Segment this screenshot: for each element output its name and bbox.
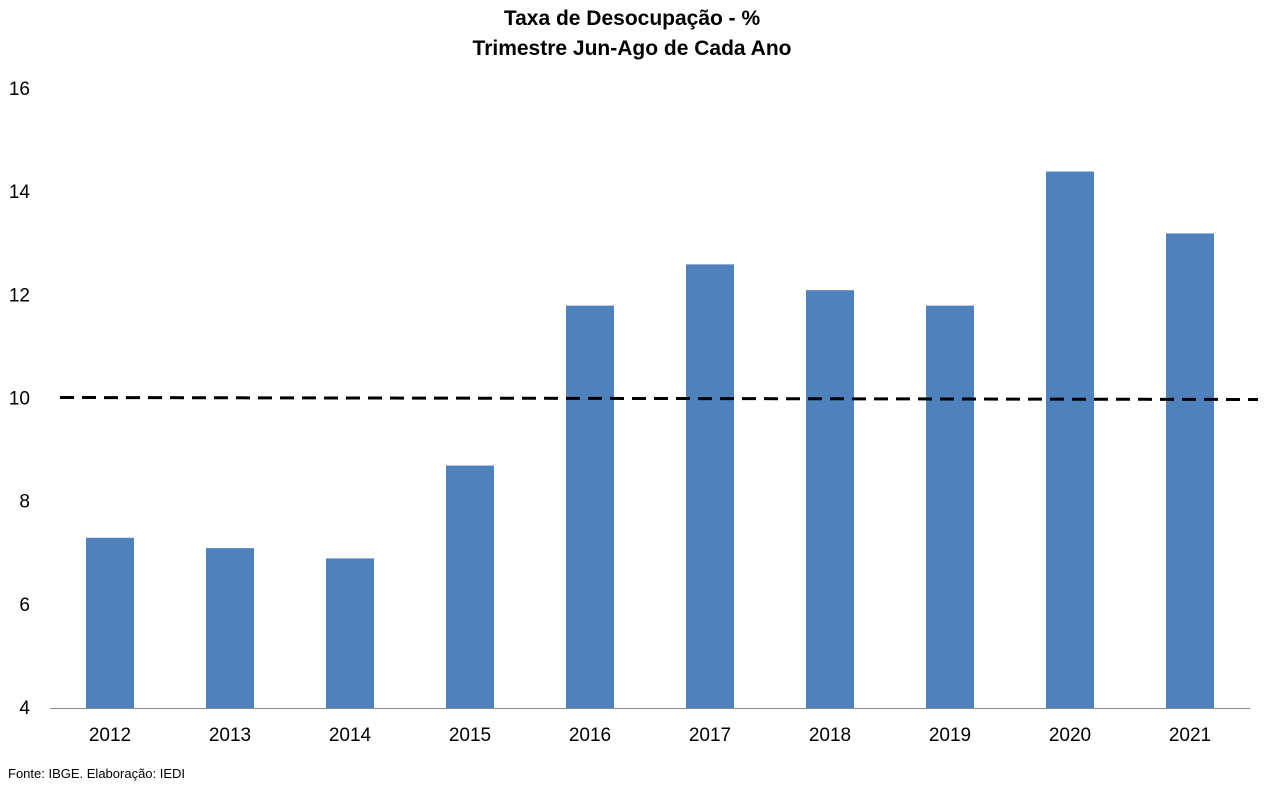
bar-2021 xyxy=(1166,233,1214,708)
x-tick-label: 2017 xyxy=(689,725,731,746)
y-tick-label: 14 xyxy=(9,182,31,203)
y-tick-label: 10 xyxy=(9,389,30,410)
y-tick-label: 4 xyxy=(19,698,30,719)
chart-subtitle: Trimestre Jun-Ago de Cada Ano xyxy=(472,37,792,60)
reference-line-dashed xyxy=(59,396,1259,401)
x-tick-label: 2014 xyxy=(329,725,372,746)
x-tick-label: 2012 xyxy=(89,725,131,746)
bar-series xyxy=(86,171,1214,709)
y-tick-label: 8 xyxy=(19,492,30,513)
y-tick-label: 6 xyxy=(19,595,30,616)
y-axis-ticks: 4 6 8 10 12 14 16 xyxy=(9,79,31,719)
bar-2018 xyxy=(806,290,854,708)
bar-2012 xyxy=(86,537,134,708)
x-tick-label: 2021 xyxy=(1169,725,1211,746)
y-tick-label: 12 xyxy=(9,285,30,306)
bar-2015 xyxy=(446,465,494,708)
bar-2019 xyxy=(926,305,974,708)
x-tick-label: 2015 xyxy=(449,725,491,746)
x-tick-label: 2013 xyxy=(209,725,251,746)
bar-2014 xyxy=(326,558,374,708)
x-tick-label: 2020 xyxy=(1049,725,1091,746)
x-tick-label: 2016 xyxy=(569,725,611,746)
x-tick-label: 2018 xyxy=(809,725,851,746)
chart-title: Taxa de Desocupação - % xyxy=(503,7,761,30)
x-tick-label: 2019 xyxy=(929,725,971,746)
bar-2017 xyxy=(686,264,734,708)
chart-title-block: Taxa de Desocupação - % Trimestre Jun-Ag… xyxy=(0,4,1264,64)
source-note: Fonte: IBGE. Elaboração: IEDI xyxy=(8,766,186,781)
x-axis-ticks: 2012 2013 2014 2015 2016 2017 2018 2019 2020 2021 xyxy=(89,725,1211,746)
bar-2016 xyxy=(566,305,614,708)
bar-2020 xyxy=(1046,171,1094,709)
y-tick-label: 16 xyxy=(9,79,30,100)
bar-2013 xyxy=(206,548,254,708)
